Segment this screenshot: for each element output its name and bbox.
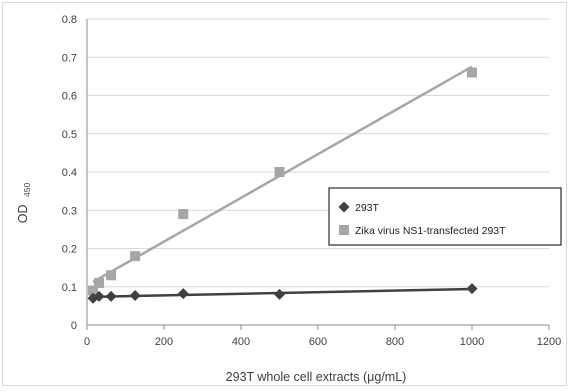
y-axis-title-subscript: 450 — [22, 183, 32, 197]
x-tick-label: 1000 — [460, 336, 484, 348]
data-point — [467, 67, 477, 78]
legend-marker — [338, 201, 350, 213]
data-point — [93, 290, 105, 302]
legend-box — [328, 187, 562, 246]
data-point — [88, 285, 99, 296]
legend-label: 293T — [355, 202, 380, 214]
y-tick-label: 0.7 — [62, 52, 77, 64]
data-points — [87, 67, 478, 304]
axes: 0 0.1 0.2 0.3 0.4 0.5 0.6 0.7 0.8 0 200 400 600 800 10… — [62, 14, 562, 348]
x-tick-label: 0 — [84, 336, 90, 348]
y-tick-label: 0.2 — [62, 244, 77, 256]
scatter-chart: 0 0.1 0.2 0.3 0.4 0.5 0.6 0.7 0.8 0 200 400 600 800 10… — [16, 14, 562, 384]
data-point — [178, 209, 189, 220]
chart-frame: 0 0.1 0.2 0.3 0.4 0.5 0.6 0.7 0.8 0 200 400 600 800 10… — [2, 2, 567, 386]
y-tick-label: 0 — [71, 320, 77, 332]
data-point — [105, 290, 117, 302]
data-point — [177, 288, 189, 300]
y-axis-title-main: OD — [16, 204, 30, 223]
y-tick-label: 0.3 — [62, 205, 77, 217]
x-tick-label: 600 — [309, 336, 327, 348]
y-tick-label: 0.6 — [62, 91, 77, 103]
trendlines — [92, 65, 473, 299]
legend-marker — [339, 225, 349, 235]
x-tick-label: 400 — [232, 336, 250, 348]
y-tick-label: 0.4 — [62, 167, 77, 179]
data-point — [106, 270, 117, 281]
y-tick-label: 0.5 — [62, 129, 77, 141]
legend-label: Zika virus NS1-transfected 293T — [355, 225, 506, 237]
data-point — [94, 277, 105, 288]
x-tick-label: 800 — [386, 336, 404, 348]
y-tick-label: 0.8 — [62, 14, 77, 26]
data-point — [130, 251, 141, 262]
data-point — [129, 290, 141, 302]
data-point — [466, 283, 478, 295]
legend-items: 293T Zika virus NS1-transfected 293T — [338, 201, 506, 237]
y-tick-label: 0.1 — [62, 282, 77, 294]
data-point — [274, 288, 285, 300]
x-axis-title: 293T whole cell extracts (μg/mL) — [226, 370, 407, 384]
gridlines — [87, 18, 549, 288]
x-tick-label: 1200 — [537, 336, 561, 348]
x-tick-label: 200 — [155, 336, 173, 348]
y-axis-title: OD 450 — [16, 183, 32, 224]
legend: 293T Zika virus NS1-transfected 293T — [328, 187, 562, 246]
data-point — [274, 167, 285, 177]
